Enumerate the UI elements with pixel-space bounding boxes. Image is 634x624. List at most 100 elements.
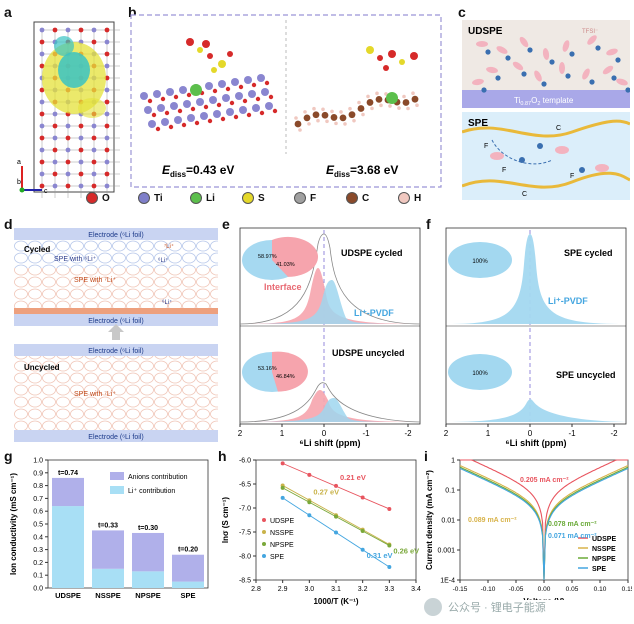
g-x-tick: SPE bbox=[180, 591, 195, 600]
c-template-sub2: 2 bbox=[537, 101, 540, 107]
h-y-tick: -7.0 bbox=[239, 506, 251, 513]
f-pie-top-pct: 100% bbox=[472, 259, 488, 265]
atom-swatch bbox=[86, 192, 98, 204]
d-spe-6li: SPE with ⁶Li⁺ bbox=[54, 256, 97, 263]
panel-d-cell: Electrode (⁶Li foil) Electrode (⁶Li foil… bbox=[14, 228, 218, 442]
panel-label-a: a bbox=[4, 4, 12, 20]
atom-swatch bbox=[294, 192, 306, 204]
h-xlabel: 1000/T (K⁻¹) bbox=[313, 597, 358, 606]
i-y-tick: 1E-4 bbox=[440, 578, 455, 585]
i-i0-spe: 0.071 mA cm⁻² bbox=[548, 533, 597, 540]
i-x-tick: -0.10 bbox=[481, 586, 496, 593]
h-x-tick: 3.1 bbox=[331, 586, 341, 593]
h-point-spe bbox=[360, 547, 365, 552]
atom-swatch bbox=[138, 192, 150, 204]
atom-label: S bbox=[258, 192, 265, 204]
h-point-udspe bbox=[334, 483, 338, 488]
i-i0-udspe: 0.205 mA cm⁻² bbox=[520, 477, 569, 484]
i-x-tick: 0.15 bbox=[622, 586, 632, 593]
atom-label: F bbox=[310, 192, 317, 204]
ediss-left-value: =0.43 eV bbox=[186, 163, 234, 177]
d-electrode-mid: Electrode (⁶Li foil) bbox=[88, 318, 143, 325]
i-x-tick: 0.00 bbox=[538, 586, 551, 593]
f-pie-bottom-pct: 100% bbox=[472, 371, 488, 377]
e-xlabel: ⁶Li shift (ppm) bbox=[299, 438, 360, 448]
g-x-tick: NPSPE bbox=[135, 591, 160, 600]
x-tick-label: -1 bbox=[568, 429, 576, 438]
h-x-tick: 2.9 bbox=[278, 586, 288, 593]
x-tick-label: 1 bbox=[280, 429, 285, 438]
g-t-annotation: t=0.30 bbox=[138, 525, 158, 532]
svg-text:Ediss=0.43 eV: Ediss=0.43 eV bbox=[162, 163, 234, 179]
g-y-tick: 0.3 bbox=[33, 547, 43, 554]
atom-legend-s: S bbox=[242, 192, 265, 204]
h-legend-spe: SPE bbox=[270, 554, 284, 561]
h-point-spe bbox=[387, 565, 392, 570]
h-ea-spe: 0.31 eV bbox=[367, 551, 393, 560]
axis-a-label: a bbox=[17, 159, 21, 166]
g-y-tick: 0.7 bbox=[33, 496, 43, 503]
g-bar-udspe-li bbox=[52, 506, 84, 588]
g-y-tick: 0.1 bbox=[33, 573, 43, 580]
i-legend-spe: SPE bbox=[592, 566, 606, 573]
x-tick-label: 2 bbox=[238, 429, 243, 438]
h-point-npspe bbox=[334, 514, 338, 519]
atom-swatch bbox=[398, 192, 410, 204]
h-ea-npspe: 0.26 eV bbox=[393, 546, 419, 555]
h-ylabel: lnσ (S cm⁻¹) bbox=[221, 497, 230, 543]
ediss-right-E: E bbox=[326, 163, 335, 177]
c-template-sub1: 0.87 bbox=[520, 101, 531, 107]
panel-e-nmr: 58.97% 41.03% 53.16% 46.84% UDSPE cycled I… bbox=[238, 227, 421, 448]
h-legend-npspe: NPSPE bbox=[270, 542, 294, 549]
atom-label: C bbox=[362, 192, 370, 204]
i-i0-npspe: 0.078 mA cm⁻² bbox=[548, 521, 597, 528]
g-y-tick: 0.2 bbox=[33, 560, 43, 567]
x-tick-label: 1 bbox=[486, 429, 491, 438]
i-ylabel: Current density (mA cm⁻²) bbox=[425, 470, 434, 570]
x-tick-label: 0 bbox=[528, 429, 533, 438]
h-ea-nsspe: 0.27 eV bbox=[313, 487, 339, 496]
x-tick-label: 2 bbox=[444, 429, 449, 438]
d-spe-7li: SPE with ⁷Li⁺ bbox=[74, 277, 116, 284]
ediss-left-E: E bbox=[162, 163, 171, 177]
h-point-udspe bbox=[280, 461, 285, 466]
i-x-tick: -0.15 bbox=[453, 586, 468, 593]
i-x-tick: 0.10 bbox=[594, 586, 607, 593]
x-tick-label: 0 bbox=[322, 429, 327, 438]
x-tick-label: -2 bbox=[610, 429, 618, 438]
h-y-tick: -8.0 bbox=[239, 554, 251, 561]
h-x-tick: 3.0 bbox=[304, 586, 314, 593]
watermark: 公众号 · 锂电子能源 bbox=[424, 596, 630, 618]
i-legend-nsspe: NSSPE bbox=[592, 546, 616, 553]
c-template-post: template bbox=[540, 96, 573, 105]
g-bar-spe-anion bbox=[172, 554, 204, 582]
g-t-annotation: t=0.20 bbox=[178, 547, 198, 554]
ediss-right-sub: diss bbox=[334, 170, 351, 179]
i-xlabel: Voltage (V) bbox=[523, 597, 565, 600]
pie-interface-pct: 58.97% bbox=[258, 254, 277, 260]
h-x-tick: 3.3 bbox=[384, 586, 394, 593]
h-ea-udspe: 0.21 eV bbox=[340, 473, 366, 482]
panel-label-g: g bbox=[4, 448, 13, 464]
c-title-udspe: UDSPE bbox=[468, 26, 503, 37]
h-y-tick: -6.5 bbox=[239, 482, 251, 489]
f-xlabel: ⁶Li shift (ppm) bbox=[505, 438, 566, 448]
pie-pvdf-pct: 41.03% bbox=[276, 262, 295, 268]
g-bar-npspe-li bbox=[132, 571, 164, 588]
atom-swatch bbox=[190, 192, 202, 204]
h-legend-nsspe: NSSPE bbox=[270, 530, 294, 537]
panel-label-e: e bbox=[222, 216, 230, 232]
c-tfsi-label: TFSI⁻ bbox=[582, 29, 598, 35]
atom-legend-c: C bbox=[346, 192, 369, 204]
c-f-label-1: F bbox=[484, 143, 488, 150]
i-curve-spe bbox=[459, 467, 629, 581]
c-template-ti: Ti bbox=[514, 96, 521, 105]
g-bar-nsspe-anion bbox=[92, 530, 124, 569]
i-y-tick: 0.01 bbox=[441, 518, 455, 525]
e-pie-uncycled: 53.16% 46.84% bbox=[242, 351, 308, 392]
i-y-tick: 0.1 bbox=[445, 488, 455, 495]
panel-g-chart: 0.0 0.1 0.2 0.3 0.4 0.5 0.6 0.7 0.8 0.9 1.0 Ion con… bbox=[9, 458, 209, 600]
i-x-tick: 0.05 bbox=[566, 586, 579, 593]
atom-legend: O Ti Li S F C H bbox=[20, 192, 440, 208]
g-y-tick: 0.8 bbox=[33, 483, 43, 490]
